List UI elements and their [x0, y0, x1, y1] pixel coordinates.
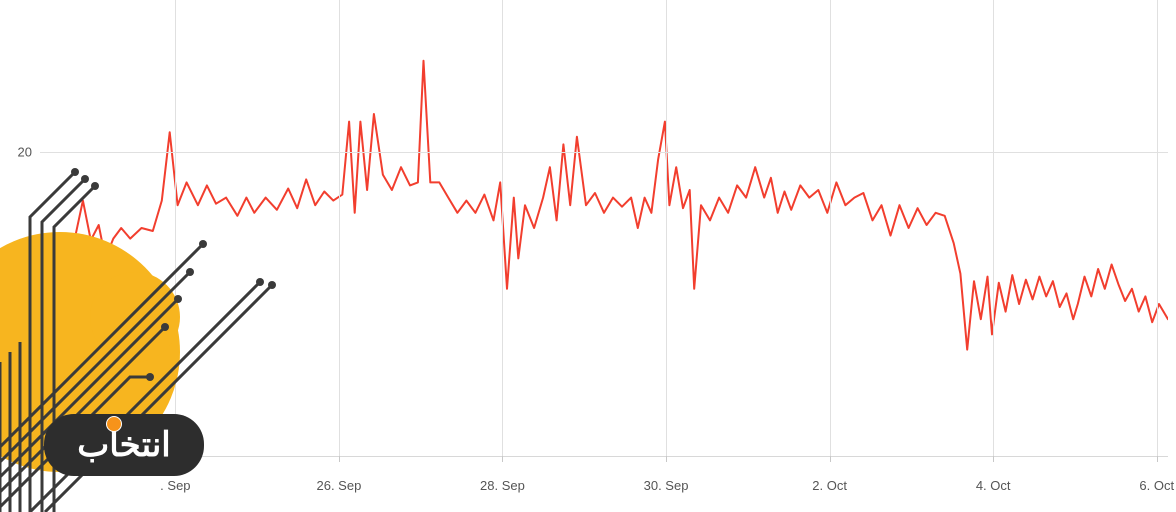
grid-line	[175, 0, 176, 456]
grid-line	[830, 0, 831, 456]
grid-line	[666, 0, 667, 456]
x-axis-tick-mark	[830, 456, 831, 462]
x-axis-tick-mark	[339, 456, 340, 462]
grid-line	[502, 0, 503, 456]
grid-line	[40, 152, 1168, 153]
x-axis-tick-mark	[993, 456, 994, 462]
chart-line-path	[40, 61, 1168, 350]
y-axis-tick-label: 20	[18, 145, 32, 160]
x-axis-tick-label: 4. Oct	[976, 478, 1011, 493]
x-axis-tick-label: 28. Sep	[480, 478, 525, 493]
x-axis-tick-mark	[1157, 456, 1158, 462]
x-axis-tick-label: . Sep	[160, 478, 190, 493]
x-axis-tick-label: 2. Oct	[812, 478, 847, 493]
chart-line-svg	[40, 0, 1168, 456]
x-axis-tick-label: 26. Sep	[316, 478, 361, 493]
price-chart: 20. Sep26. Sep28. Sep30. Sep2. Oct4. Oct…	[40, 0, 1168, 457]
x-axis-tick-mark	[175, 456, 176, 462]
x-axis-tick-mark	[666, 456, 667, 462]
x-axis-tick-label: 30. Sep	[644, 478, 689, 493]
x-axis-tick-mark	[502, 456, 503, 462]
grid-line	[1157, 0, 1158, 456]
grid-line	[339, 0, 340, 456]
grid-line	[993, 0, 994, 456]
x-axis-tick-label: 6. Oct	[1139, 478, 1174, 493]
